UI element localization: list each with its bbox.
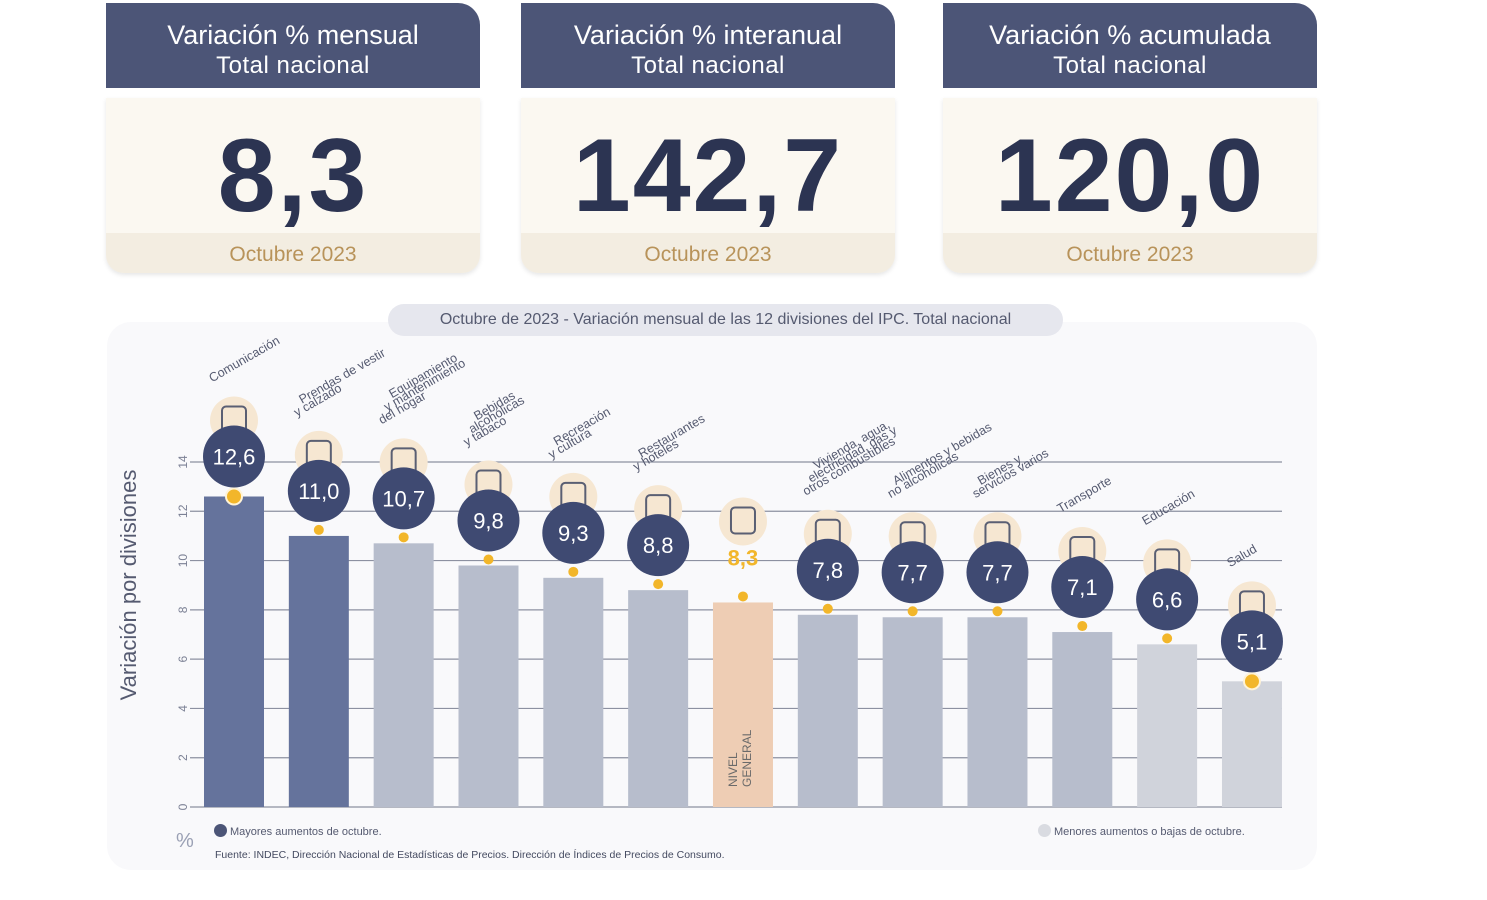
card-accumulated-header: Variación % acumulada Total nacional <box>943 3 1317 88</box>
value-dot <box>313 524 324 535</box>
card-monthly: Variación % mensual Total nacional 8,3 O… <box>106 3 480 273</box>
card-monthly-title: Variación % mensual <box>167 20 419 50</box>
value-label: 7,8 <box>813 558 844 583</box>
card-monthly-date: Octubre 2023 <box>229 243 357 266</box>
chart-title: Octubre de 2023 - Variación mensual de l… <box>388 304 1063 336</box>
y-tick-label: 10 <box>176 554 190 568</box>
legend-major-swatch <box>214 824 227 837</box>
category-label: Salud <box>1224 542 1259 570</box>
category-label: Transporte <box>1055 473 1114 515</box>
bar <box>458 565 519 807</box>
legend-major: Mayores aumentos de octubre. <box>214 824 382 838</box>
value-label: 11,0 <box>298 479 339 504</box>
value-label: 8,8 <box>643 533 674 558</box>
value-label-circle <box>966 541 1029 604</box>
legend-major-label: Mayores aumentos de octubre. <box>230 826 382 838</box>
value-dot <box>1077 621 1088 632</box>
category-label: Educación <box>1140 487 1198 528</box>
value-label: 9,3 <box>558 521 589 546</box>
basket-icon <box>718 497 767 546</box>
card-accumulated-title: Variación % acumulada <box>989 20 1271 50</box>
card-monthly-header: Variación % mensual Total nacional <box>106 3 480 88</box>
value-dot <box>483 554 494 565</box>
card-accumulated-value: 120,0 <box>994 118 1266 234</box>
legend-minor-label: Menores aumentos o bajas de octubre. <box>1054 826 1245 838</box>
bar <box>712 602 773 807</box>
value-label: 7,1 <box>1067 575 1098 600</box>
value-label: 7,7 <box>897 560 928 585</box>
value-label-circle <box>796 538 859 601</box>
value-label: 6,6 <box>1152 587 1183 612</box>
y-tick-label: 12 <box>176 504 190 518</box>
value-label-circle <box>1136 568 1199 631</box>
value-label: 9,8 <box>473 509 504 534</box>
card-yearly-body: 142,7 Octubre 2023 <box>521 98 895 273</box>
card-monthly-subtitle: Total nacional <box>216 52 370 79</box>
y-tick-label: 0 <box>176 803 190 810</box>
basket-icon-outline <box>729 506 756 535</box>
card-yearly-subtitle: Total nacional <box>631 52 785 79</box>
general-bar-label: GENERAL <box>740 729 754 787</box>
value-label-circle <box>287 459 350 522</box>
bar <box>967 617 1028 807</box>
bar <box>204 496 264 807</box>
unit-label: % <box>176 830 194 852</box>
category-label: Comunicación <box>207 333 283 385</box>
value-dot <box>737 591 748 602</box>
value-label: 8,3 <box>728 545 759 570</box>
value-dot <box>568 566 579 577</box>
bar <box>797 614 858 807</box>
value-label: 10,7 <box>382 486 425 511</box>
value-label-circle <box>542 501 605 564</box>
value-label: 7,7 <box>982 560 1013 585</box>
value-dot <box>398 532 409 543</box>
y-axis-title: Variación por divisiones <box>116 470 141 701</box>
card-yearly-title: Variación % interanual <box>573 20 843 50</box>
value-dot <box>992 606 1003 617</box>
value-label-circle <box>881 541 944 604</box>
bar <box>543 577 604 807</box>
value-dot <box>822 603 833 614</box>
value-dot <box>653 579 664 590</box>
value-label-circle <box>457 489 520 552</box>
card-accumulated-date: Octubre 2023 <box>1066 243 1194 266</box>
value-label-circle <box>627 514 690 577</box>
card-yearly-value: 142,7 <box>572 118 844 234</box>
value-label: 12,6 <box>213 445 256 470</box>
value-label-circle <box>372 467 435 530</box>
bar <box>882 617 943 807</box>
value-label-circle <box>203 425 265 488</box>
bar <box>1052 632 1113 807</box>
card-yearly-date: Octubre 2023 <box>644 243 772 266</box>
y-tick-label: 14 <box>176 455 190 469</box>
bar <box>373 543 434 807</box>
legend-minor: Menores aumentos o bajas de octubre. <box>1038 824 1245 838</box>
card-accumulated-body: 120,0 Octubre 2023 <box>943 98 1317 273</box>
legend-minor-swatch <box>1038 824 1051 837</box>
bar <box>628 590 689 807</box>
value-dot <box>1242 672 1261 691</box>
y-tick-label: 8 <box>176 606 190 613</box>
value-label-circle <box>1220 610 1283 673</box>
value-label: 5,1 <box>1237 629 1268 654</box>
value-dot <box>907 606 918 617</box>
card-accumulated-subtitle: Total nacional <box>1053 52 1207 79</box>
bar <box>1221 681 1282 807</box>
bar <box>1137 644 1198 807</box>
y-tick-label: 2 <box>176 754 190 761</box>
value-label-circle <box>1051 556 1114 619</box>
card-yearly: Variación % interanual Total nacional 14… <box>521 3 895 273</box>
general-bar-label: NIVEL <box>726 752 740 787</box>
card-yearly-header: Variación % interanual Total nacional <box>521 3 895 88</box>
value-dot <box>1162 633 1173 644</box>
y-tick-label: 4 <box>176 705 190 712</box>
card-accumulated: Variación % acumulada Total nacional 120… <box>943 3 1317 273</box>
value-dot <box>225 487 243 506</box>
y-tick-label: 6 <box>176 655 190 662</box>
source-note: Fuente: INDEC, Dirección Nacional de Est… <box>215 849 725 861</box>
card-monthly-body: 8,3 Octubre 2023 <box>106 98 480 273</box>
bar <box>288 535 349 807</box>
card-monthly-value: 8,3 <box>217 118 369 234</box>
